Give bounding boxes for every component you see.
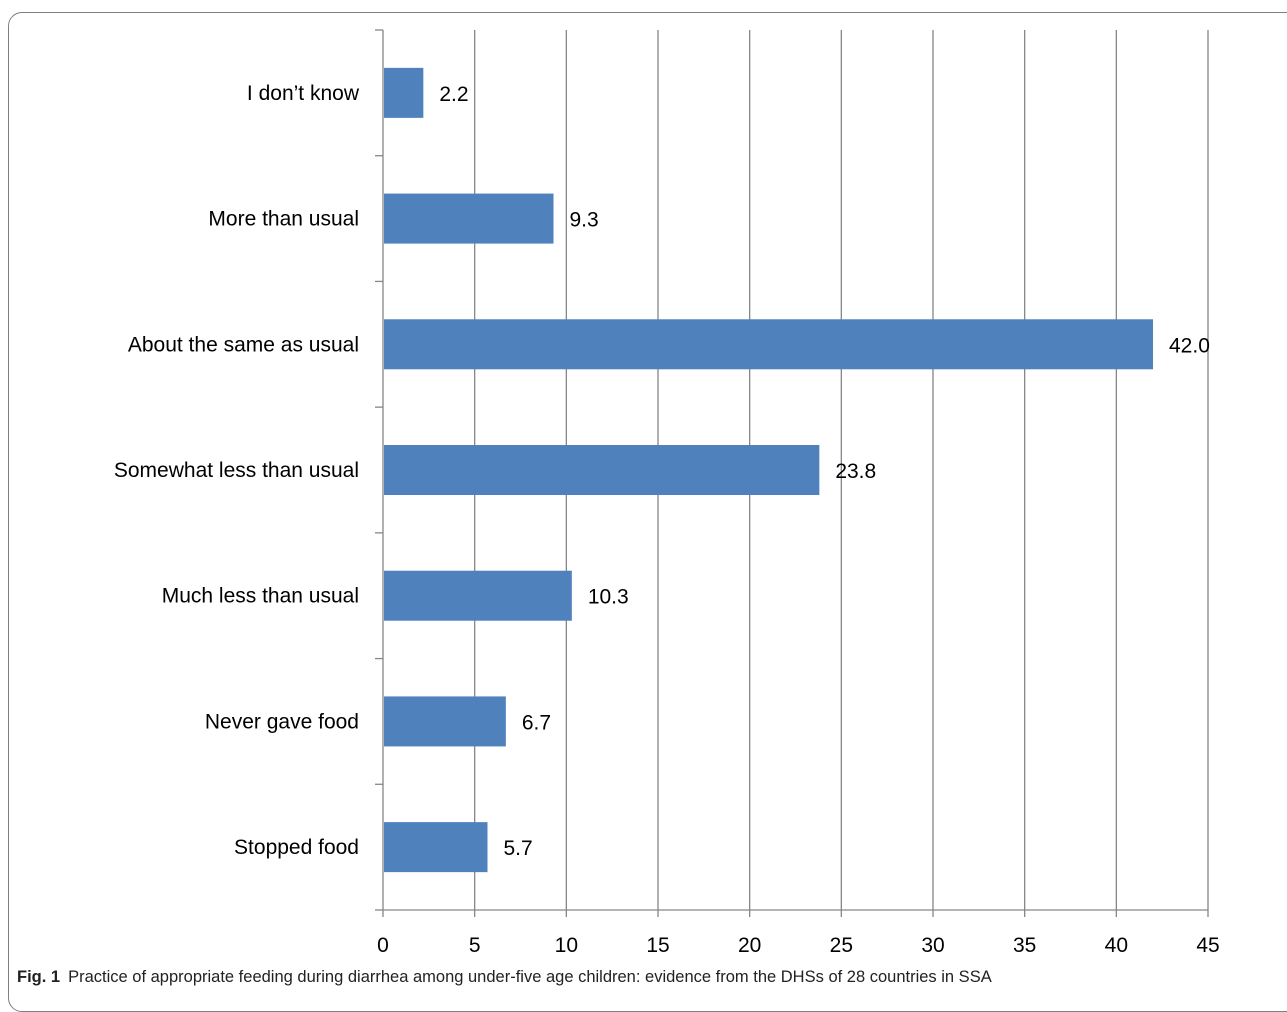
data-label-1: 9.3 — [570, 209, 599, 232]
data-label-4: 10.3 — [588, 586, 629, 609]
x-tick-label-40: 40 — [1105, 934, 1128, 957]
bar-6 — [384, 822, 488, 873]
figure-label: Fig. 1 — [17, 968, 61, 986]
x-tick-label-30: 30 — [921, 934, 944, 957]
category-label-1: More than usual — [208, 208, 359, 231]
data-label-3: 23.8 — [835, 460, 876, 483]
figure-caption: Fig. 1 Practice of appropriate feeding du… — [17, 968, 1277, 987]
x-tick-label-35: 35 — [1013, 934, 1036, 957]
category-label-6: Stopped food — [234, 836, 359, 859]
x-tick-label-25: 25 — [830, 934, 853, 957]
category-label-5: Never gave food — [205, 710, 359, 733]
caption-text: Practice of appropriate feeding during d… — [68, 968, 992, 986]
category-label-3: Somewhat less than usual — [114, 459, 359, 482]
category-label-0: I don’t know — [247, 82, 360, 105]
bar-1 — [384, 193, 554, 244]
category-label-4: Much less than usual — [162, 585, 359, 608]
bar-5 — [384, 696, 506, 747]
data-label-2: 42.0 — [1169, 334, 1210, 357]
category-label-2: About the same as usual — [128, 333, 359, 356]
data-label-0: 2.2 — [439, 83, 468, 106]
x-tick-label-15: 15 — [646, 934, 669, 957]
x-tick-label-20: 20 — [738, 934, 761, 957]
bar-4 — [384, 570, 572, 621]
x-tick-label-0: 0 — [377, 934, 389, 957]
x-tick-label-5: 5 — [469, 934, 481, 957]
bar-3 — [384, 445, 820, 495]
x-tick-label-10: 10 — [555, 934, 578, 957]
data-label-5: 6.7 — [522, 711, 551, 734]
data-label-6: 5.7 — [504, 837, 533, 860]
bar-2 — [384, 319, 1153, 370]
bar-0 — [384, 67, 424, 118]
x-tick-label-45: 45 — [1196, 934, 1219, 957]
